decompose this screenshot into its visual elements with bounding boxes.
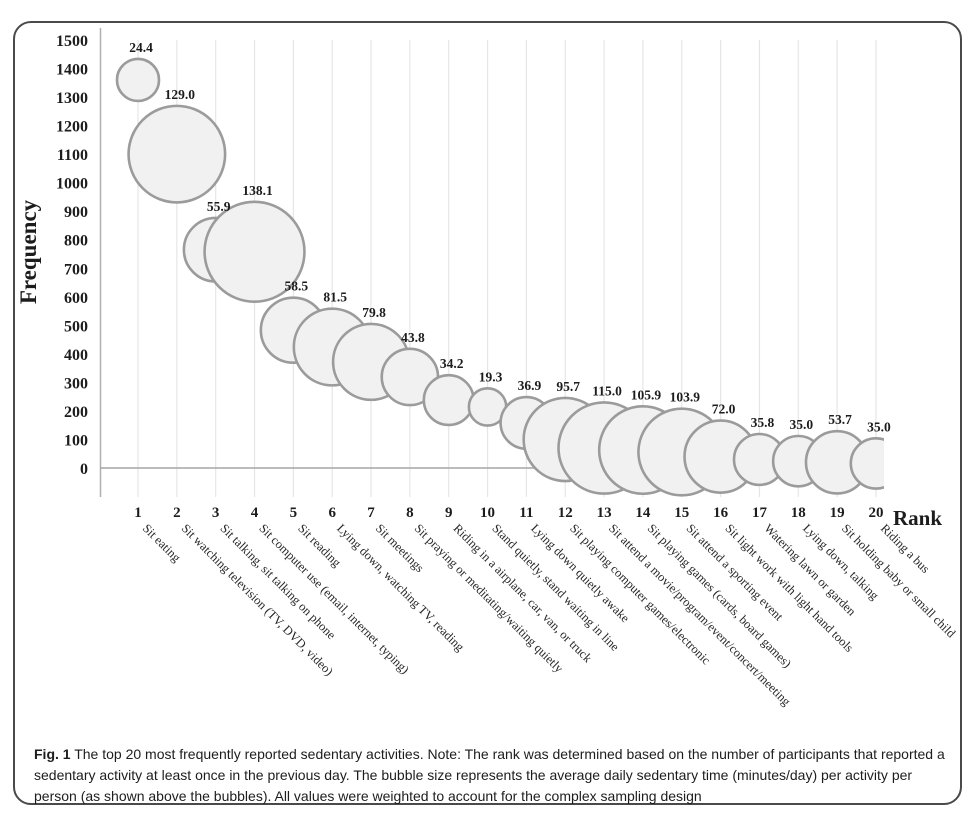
bubble-value-label: 72.0	[712, 402, 736, 417]
x-tick-label: 16	[713, 505, 729, 521]
bubble-rank-2	[127, 104, 227, 204]
y-tick-label: 700	[64, 261, 88, 278]
bubble-value-label: 53.7	[828, 412, 852, 427]
x-tick-label: 12	[558, 505, 573, 521]
bubbles-group	[115, 57, 884, 497]
y-tick-label: 1100	[57, 147, 88, 164]
bubble-value-label: 95.7	[556, 379, 580, 394]
y-tick-label: 100	[64, 432, 88, 449]
x-tick-label: 19	[830, 505, 845, 521]
bubble-rank-9	[422, 373, 475, 427]
y-axis-title: Frequency	[16, 199, 41, 304]
x-tick-label: 11	[519, 505, 533, 521]
bubble-value-label: 129.0	[165, 87, 196, 102]
x-tick-label: 10	[480, 505, 495, 521]
y-tick-label: 1400	[56, 62, 88, 79]
y-tick-label: 1200	[56, 119, 88, 136]
bubble-value-label: 105.9	[631, 387, 662, 402]
x-tick-label: 18	[791, 505, 806, 521]
y-tick-label: 500	[64, 318, 88, 335]
activity-label: Sit playing games (cards, board games)	[645, 521, 794, 670]
x-tick-label: 17	[752, 505, 768, 521]
x-tick-label: 20	[868, 505, 883, 521]
bubble-rank-1	[115, 57, 161, 103]
bubble-value-label: 36.9	[518, 378, 542, 393]
x-tick-label: 1	[134, 505, 142, 521]
x-tick-label: 5	[290, 505, 298, 521]
y-tick-label: 400	[64, 347, 88, 364]
figure-caption-text: The top 20 most frequently reported sede…	[34, 746, 945, 804]
y-tick-label: 0	[80, 461, 88, 478]
x-tick-label: 15	[674, 505, 689, 521]
y-tick-label: 600	[64, 290, 88, 307]
figure-caption-label: Fig. 1	[34, 746, 71, 762]
x-tick-label: 13	[597, 505, 612, 521]
x-tick-label: 6	[328, 505, 336, 521]
activity-label: Sit attend a movie/program/event/concert…	[606, 521, 794, 709]
bubble-value-label: 24.4	[129, 40, 153, 55]
bubble-value-label: 34.2	[440, 356, 464, 371]
bubble-chart: 24.4129.055.9138.158.581.579.843.834.219…	[16, 28, 959, 709]
bubble-value-label: 35.8	[751, 415, 775, 430]
bubble-value-label: 35.0	[789, 417, 813, 432]
activity-label: Riding in a airplane, car, van, or truck	[451, 521, 596, 666]
x-tick-label: 2	[173, 505, 181, 521]
x-tick-label: 4	[251, 505, 259, 521]
bubble-value-label: 138.1	[242, 183, 273, 198]
bubble-value-label: 43.8	[401, 330, 425, 345]
bubble-value-label: 81.5	[323, 290, 347, 305]
y-tick-label: 900	[64, 204, 88, 221]
x-tick-label: 7	[367, 505, 375, 521]
x-tick-label: 8	[406, 505, 414, 521]
x-axis-title: Rank	[893, 506, 942, 530]
bubble-rank-20	[849, 436, 884, 490]
bubble-value-label: 58.5	[285, 279, 309, 294]
x-tick-label: 9	[445, 505, 453, 521]
x-tick-label: 14	[635, 505, 651, 521]
bubble-value-label: 35.0	[867, 419, 891, 434]
y-tick-label: 1000	[56, 176, 88, 193]
bubble-value-label: 115.0	[592, 383, 622, 398]
bubble-rank-4	[203, 200, 306, 303]
figure-caption: Fig. 1 The top 20 most frequently report…	[34, 744, 948, 807]
activity-label: Sit eating	[140, 521, 184, 565]
activity-label: Sit playing computer games/electronic	[567, 521, 713, 667]
y-tick-label: 1300	[56, 90, 88, 107]
bubble-value-label: 79.8	[362, 305, 386, 320]
y-tick-label: 800	[64, 233, 88, 250]
bubble-value-label: 19.3	[479, 369, 503, 384]
bubble-value-label: 103.9	[670, 390, 701, 405]
x-tick-label: 3	[212, 505, 220, 521]
figure-border	[13, 21, 962, 805]
y-tick-label: 1500	[56, 33, 88, 50]
y-tick-label: 200	[64, 404, 88, 421]
y-tick-label: 300	[64, 375, 88, 392]
bubble-value-label: 55.9	[207, 199, 231, 214]
